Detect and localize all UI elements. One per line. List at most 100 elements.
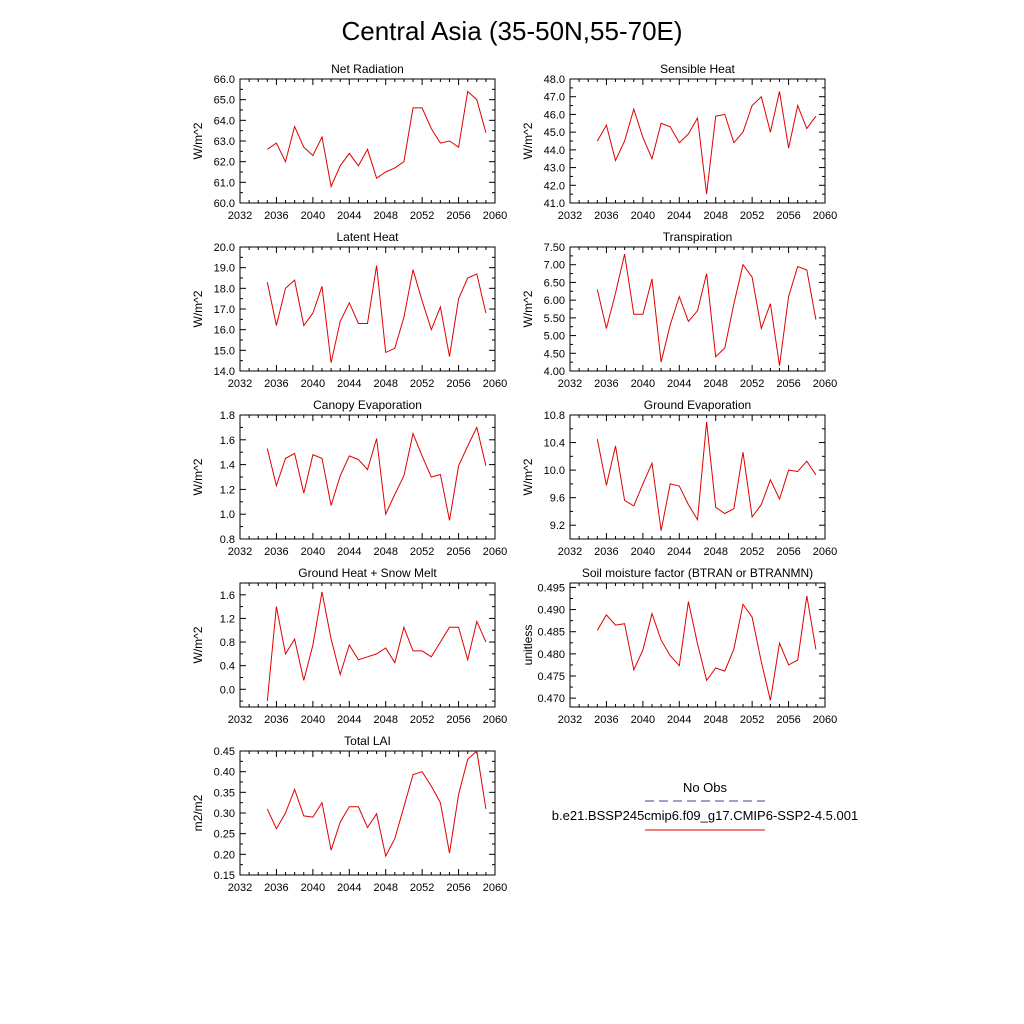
panel-1-ylabel: W/m^2 bbox=[191, 122, 205, 159]
panel-4-ytick-label: 4.00 bbox=[544, 366, 565, 378]
panel-8-ytick-label: 0.485 bbox=[537, 627, 565, 639]
panel-5-xtick-label: 2048 bbox=[373, 546, 397, 558]
panel-3-xtick-label: 2032 bbox=[228, 378, 252, 390]
panel-6-ytick-label: 10.4 bbox=[544, 438, 565, 450]
panel-9-xtick-label: 2048 bbox=[373, 882, 397, 894]
panel-4-ytick-label: 7.50 bbox=[544, 242, 565, 254]
panel-8-ylabel: unitless bbox=[521, 625, 535, 666]
panel-8-xtick-label: 2032 bbox=[558, 714, 582, 726]
panel-6-xtick-label: 2052 bbox=[740, 546, 764, 558]
panel-9-ytick-label: 0.30 bbox=[214, 808, 235, 820]
panel-2-ytick-label: 46.0 bbox=[544, 109, 565, 121]
panel-7-title: Ground Heat + Snow Melt bbox=[298, 566, 437, 580]
panel-2-ytick-label: 45.0 bbox=[544, 127, 565, 139]
panel-4-ytick-label: 5.50 bbox=[544, 313, 565, 325]
panel-9: Total LAI 2032 2036 2040 2044 2048 2052 2056 206… bbox=[191, 734, 507, 894]
panel-2-title: Sensible Heat bbox=[660, 62, 735, 76]
panel-2-ytick-label: 43.0 bbox=[544, 163, 565, 175]
panel-5-ytick-label: 1.6 bbox=[220, 435, 235, 447]
panel-7-xtick-label: 2060 bbox=[483, 714, 507, 726]
panel-1-title: Net Radiation bbox=[331, 62, 404, 76]
panel-1-ytick-label: 65.0 bbox=[214, 95, 235, 107]
panel-4-ytick-label: 5.00 bbox=[544, 331, 565, 343]
panel-9-xtick-label: 2056 bbox=[446, 882, 470, 894]
panel-2-ytick-label: 41.0 bbox=[544, 198, 565, 210]
panel-4-xtick-label: 2060 bbox=[813, 378, 837, 390]
panel-6-xtick-label: 2036 bbox=[594, 546, 618, 558]
figure-title: Central Asia (35-50N,55-70E) bbox=[341, 16, 682, 46]
panel-5-ytick-label: 1.2 bbox=[220, 484, 235, 496]
panels: Net Radiation 2032 2036 2040 2044 2048 2052 205… bbox=[191, 62, 837, 894]
panel-1-xtick-label: 2048 bbox=[373, 210, 397, 222]
panel-9-ytick-label: 0.15 bbox=[214, 870, 235, 882]
panel-9-ytick-label: 0.40 bbox=[214, 767, 235, 779]
panel-1-xtick-label: 2032 bbox=[228, 210, 252, 222]
panel-3-title: Latent Heat bbox=[336, 230, 399, 244]
panel-4: Transpiration 2032 2036 2040 2044 2048 2052 205… bbox=[521, 230, 837, 390]
panel-7-frame bbox=[239, 582, 496, 708]
panel-7-xtick-label: 2044 bbox=[337, 714, 361, 726]
panel-8-xtick-label: 2036 bbox=[594, 714, 618, 726]
panel-5-xtick-label: 2056 bbox=[446, 546, 470, 558]
panel-9-xtick-label: 2032 bbox=[228, 882, 252, 894]
panel-5-ytick-label: 1.4 bbox=[220, 460, 235, 472]
panel-2-xtick-label: 2060 bbox=[813, 210, 837, 222]
panel-8-ytick-label: 0.480 bbox=[537, 649, 565, 661]
panel-9-xtick-label: 2040 bbox=[301, 882, 325, 894]
panel-4-xtick-label: 2056 bbox=[776, 378, 800, 390]
panel-2-ytick-label: 42.0 bbox=[544, 180, 565, 192]
panel-8: Soil moisture factor (BTRAN or BTRANMN) 2… bbox=[521, 566, 837, 726]
panel-3-xtick-label: 2048 bbox=[373, 378, 397, 390]
panel-3-ytick-label: 16.0 bbox=[214, 325, 235, 337]
panel-8-xtick-label: 2056 bbox=[776, 714, 800, 726]
panel-6-title: Ground Evaporation bbox=[644, 398, 751, 412]
panel-9-ytick-label: 0.25 bbox=[214, 829, 235, 841]
panel-1-xtick-label: 2056 bbox=[446, 210, 470, 222]
panel-9-ytick-label: 0.45 bbox=[214, 746, 235, 758]
panel-3-xtick-label: 2056 bbox=[446, 378, 470, 390]
panel-1: Net Radiation 2032 2036 2040 2044 2048 2052 205… bbox=[191, 62, 507, 222]
panel-5-ytick-label: 1.8 bbox=[220, 410, 235, 422]
panel-1-series-line bbox=[267, 90, 487, 189]
panel-2-ytick-label: 48.0 bbox=[544, 74, 565, 86]
panel-5-xtick-label: 2032 bbox=[228, 546, 252, 558]
panel-1-frame bbox=[239, 78, 496, 204]
panel-7-ytick-label: 1.6 bbox=[220, 590, 235, 602]
panel-2-frame bbox=[569, 78, 826, 204]
panel-5-ytick-label: 0.8 bbox=[220, 534, 235, 546]
panel-4-ytick-label: 4.50 bbox=[544, 348, 565, 360]
panel-6-xtick-label: 2032 bbox=[558, 546, 582, 558]
legend: No Obs b.e21.BSSP245cmip6.f09_g17.CMIP6-… bbox=[552, 780, 858, 831]
panel-1-xtick-label: 2052 bbox=[410, 210, 434, 222]
panel-5-xtick-label: 2052 bbox=[410, 546, 434, 558]
panel-6-series-line bbox=[596, 421, 817, 531]
panel-4-xtick-label: 2048 bbox=[703, 378, 727, 390]
panel-6-xtick-label: 2040 bbox=[631, 546, 655, 558]
panel-2-xtick-label: 2044 bbox=[667, 210, 691, 222]
panel-8-xtick-label: 2048 bbox=[703, 714, 727, 726]
panel-3-xtick-label: 2036 bbox=[264, 378, 288, 390]
panel-9-xtick-label: 2036 bbox=[264, 882, 288, 894]
panel-4-ytick-label: 6.00 bbox=[544, 295, 565, 307]
panel-2-xtick-label: 2036 bbox=[594, 210, 618, 222]
panel-5-xtick-label: 2060 bbox=[483, 546, 507, 558]
panel-7-ytick-label: 0.0 bbox=[220, 684, 235, 696]
panel-3: Latent Heat 2032 2036 2040 2044 2048 2052 2056 2… bbox=[191, 230, 507, 390]
panel-4-title: Transpiration bbox=[663, 230, 733, 244]
panel-7-ytick-label: 1.2 bbox=[220, 613, 235, 625]
panel-2-ytick-label: 44.0 bbox=[544, 145, 565, 157]
panel-2-xtick-label: 2032 bbox=[558, 210, 582, 222]
panel-4-ytick-label: 6.50 bbox=[544, 277, 565, 289]
panel-7-xtick-label: 2036 bbox=[264, 714, 288, 726]
panel-5-xtick-label: 2036 bbox=[264, 546, 288, 558]
panel-1-xtick-label: 2040 bbox=[301, 210, 325, 222]
panel-4-series-line bbox=[596, 253, 817, 366]
legend-label-model: b.e21.BSSP245cmip6.f09_g17.CMIP6-SSP2-4.… bbox=[552, 808, 858, 823]
panel-3-ytick-label: 15.0 bbox=[214, 345, 235, 357]
panel-8-xtick-label: 2052 bbox=[740, 714, 764, 726]
panel-9-xtick-label: 2044 bbox=[337, 882, 361, 894]
panel-6: Ground Evaporation 2032 2036 2040 2044 2048 20… bbox=[521, 398, 837, 558]
panel-5-title: Canopy Evaporation bbox=[313, 398, 422, 412]
panel-8-ytick-label: 0.495 bbox=[537, 582, 565, 594]
